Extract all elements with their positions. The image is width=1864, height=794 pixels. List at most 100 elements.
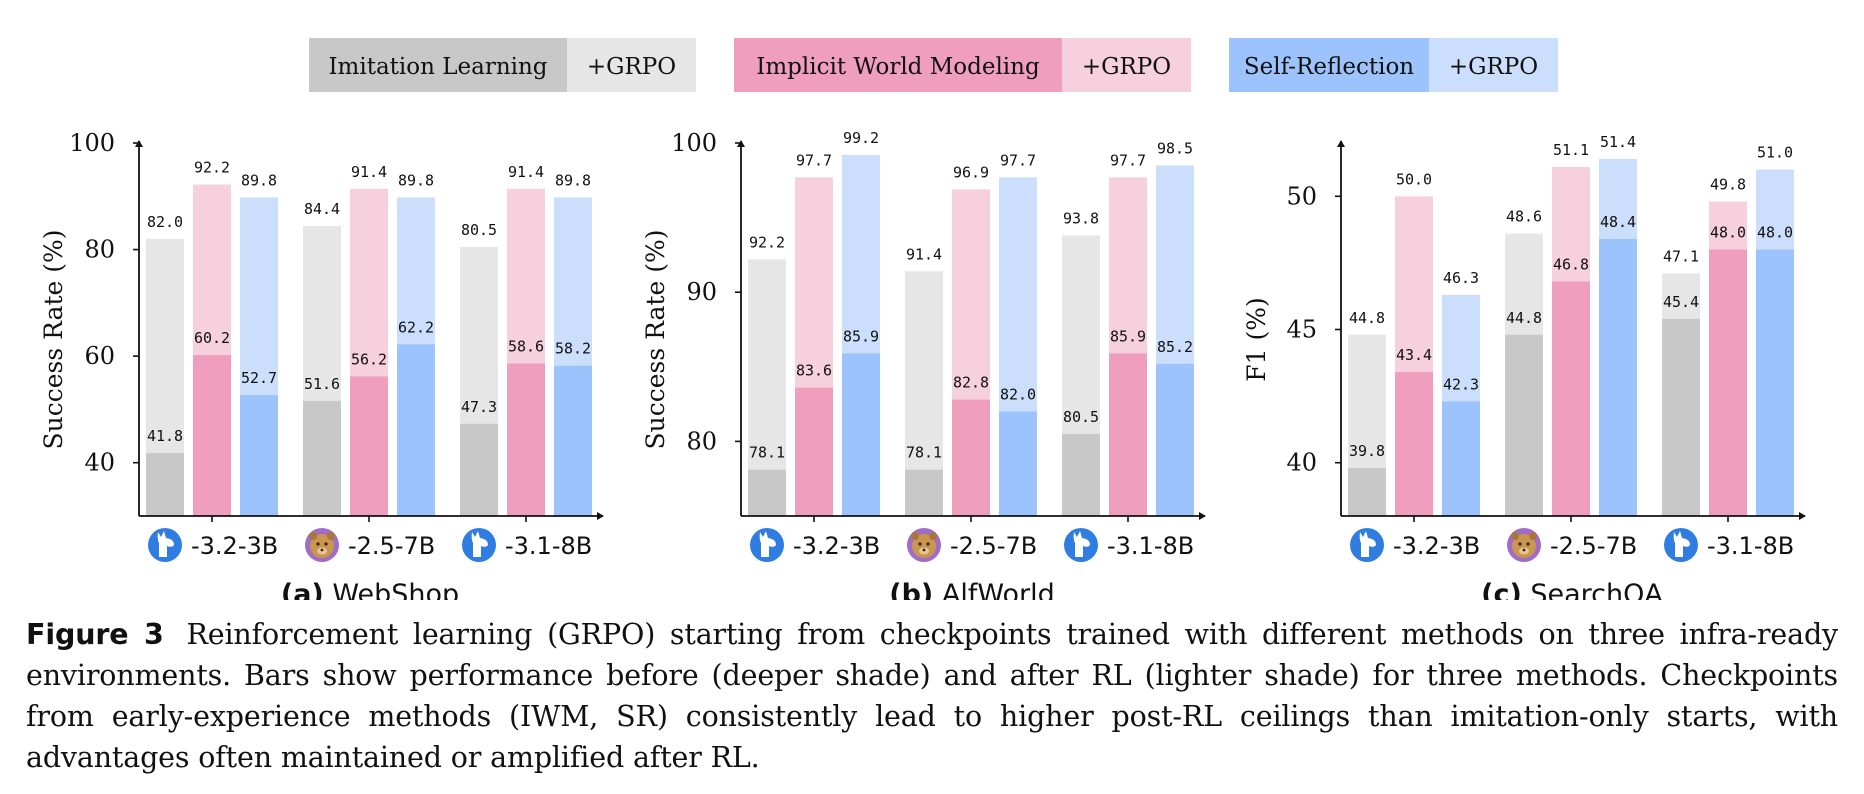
data-label-after: 98.5 — [1157, 139, 1193, 157]
bar-before-rl — [952, 399, 990, 516]
data-label-after: 47.1 — [1663, 248, 1699, 266]
y-tick-label: 40 — [1286, 449, 1317, 477]
bar-before-rl — [1156, 363, 1194, 516]
data-label-after: 91.4 — [906, 245, 942, 263]
data-label-before: 42.3 — [1443, 375, 1479, 393]
data-label-after: 96.9 — [953, 163, 989, 181]
bar-before-rl — [350, 376, 388, 516]
llama-icon — [462, 528, 496, 562]
llama-icon — [1664, 528, 1698, 562]
data-label-after: 97.7 — [1000, 151, 1036, 169]
data-label-after: 93.8 — [1063, 210, 1099, 228]
llama-icon — [750, 528, 784, 562]
data-label-before: 43.4 — [1396, 346, 1432, 364]
bar-before-rl — [905, 469, 943, 516]
figure-charts: Imitation Learning +GRPO Implicit World Mo… — [39, 38, 1806, 600]
legend-label: Implicit World Modeling — [756, 54, 1040, 80]
x-tick-label: -3.2-3B — [1393, 532, 1480, 560]
llama-icon-shape — [471, 531, 488, 557]
bar-before-rl — [842, 353, 880, 516]
legend-item: Imitation Learning +GRPO — [309, 38, 696, 92]
subfigure-title: AlfWorld — [933, 579, 1054, 600]
chart-panel: 80 90 100 Success Rate (%) 92.2 78.1 97.7 83.6 9… — [641, 129, 1206, 600]
bar-before-rl — [1348, 468, 1386, 516]
bar-before-rl — [303, 400, 341, 516]
y-tick-label: 90 — [686, 278, 717, 306]
qwen-icon-face — [1512, 534, 1536, 558]
llama-icon — [148, 528, 182, 562]
data-label-before: 83.6 — [796, 362, 832, 380]
data-label-after: 46.3 — [1443, 269, 1479, 287]
bar-before-rl — [397, 344, 435, 516]
data-label-before: 39.8 — [1349, 442, 1385, 460]
bar-before-rl — [507, 363, 545, 516]
data-label-before: 47.3 — [461, 398, 497, 416]
subfigure-title: SearchQA — [1522, 579, 1664, 600]
data-label-before: 58.2 — [555, 340, 591, 358]
data-label-before: 82.0 — [1000, 386, 1036, 404]
bar-before-rl — [193, 355, 231, 516]
legend-item: Self-Reflection +GRPO — [1229, 38, 1558, 92]
data-label-after: 51.1 — [1553, 141, 1589, 159]
data-label-before: 85.9 — [1110, 327, 1146, 345]
bar-before-rl — [1709, 249, 1747, 517]
x-tick-label: -2.5-7B — [950, 532, 1037, 560]
y-tick-label: 80 — [84, 236, 115, 264]
data-label-before: 46.8 — [1553, 256, 1589, 274]
y-tick-label: 40 — [84, 449, 115, 477]
data-label-before: 62.2 — [398, 318, 434, 336]
data-label-after: 99.2 — [843, 129, 879, 147]
data-label-after: 84.4 — [304, 200, 340, 218]
data-label-before: 52.7 — [241, 369, 277, 387]
data-label-before: 56.2 — [351, 350, 387, 368]
bar-before-rl — [1552, 281, 1590, 516]
data-label-before: 78.1 — [749, 444, 785, 462]
subfigure-title: WebShop — [324, 579, 459, 600]
data-label-before: 45.4 — [1663, 293, 1699, 311]
y-axis-label: Success Rate (%) — [39, 230, 68, 450]
qwen-icon-nose — [922, 548, 926, 552]
data-label-after: 51.4 — [1600, 133, 1636, 151]
llama-icon-shape — [1359, 531, 1376, 557]
x-tick-label: -3.2-3B — [191, 532, 278, 560]
legend-label-grpo: +GRPO — [1082, 54, 1171, 80]
qwen-icon-eye-left — [918, 542, 922, 546]
data-label-after: 89.8 — [555, 171, 591, 189]
bar-before-rl — [1756, 249, 1794, 517]
data-label-before: 78.1 — [906, 444, 942, 462]
y-axis-label: F1 (%) — [1242, 297, 1271, 381]
bar-before-rl — [748, 469, 786, 516]
qwen-icon-ear-right — [1529, 532, 1537, 540]
bar-before-rl — [1599, 238, 1637, 516]
subfigure-label: (b) AlfWorld — [889, 579, 1054, 600]
legend-label-grpo: +GRPO — [1449, 54, 1538, 80]
data-label-after: 51.0 — [1757, 144, 1793, 162]
bar-before-rl — [146, 453, 184, 516]
data-label-after: 89.8 — [241, 171, 277, 189]
qwen-icon-ear-left — [309, 532, 317, 540]
qwen-icon-face — [912, 534, 936, 558]
bar-before-rl — [460, 423, 498, 516]
qwen-icon-eye-right — [1526, 542, 1530, 546]
x-tick-label: -2.5-7B — [348, 532, 435, 560]
figure-caption: Figure 3 Reinforcement learning (GRPO) s… — [26, 614, 1838, 778]
data-label-before: 48.4 — [1600, 213, 1636, 231]
data-label-before: 48.0 — [1710, 224, 1746, 242]
legend: Imitation Learning +GRPO Implicit World Mo… — [309, 38, 1558, 92]
bar-before-rl — [999, 411, 1037, 516]
qwen-icon-eye-right — [324, 542, 328, 546]
data-label-after: 92.2 — [194, 159, 230, 177]
legend-swatch-deep — [309, 38, 567, 92]
data-label-after: 82.0 — [147, 213, 183, 231]
data-label-after: 80.5 — [461, 221, 497, 239]
qwen-icon-ear-right — [327, 532, 335, 540]
legend-swatch-light — [1062, 38, 1191, 92]
bar-before-rl — [1109, 353, 1147, 516]
data-label-after: 92.2 — [749, 233, 785, 251]
data-label-after: 49.8 — [1710, 176, 1746, 194]
legend-item: Implicit World Modeling +GRPO — [734, 38, 1191, 92]
y-tick-label: 80 — [686, 427, 717, 455]
data-label-before: 85.9 — [843, 327, 879, 345]
data-label-before: 82.8 — [953, 374, 989, 392]
llama-icon-shape — [1073, 531, 1090, 557]
